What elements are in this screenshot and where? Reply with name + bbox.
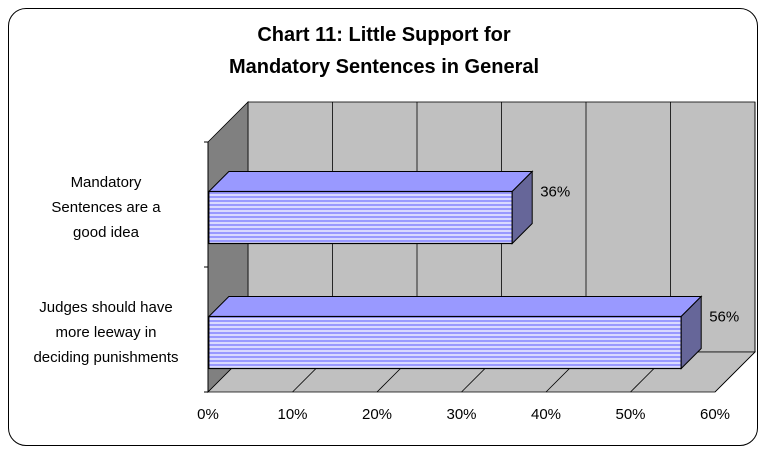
category-label: Mandatory Sentences are a good idea [8, 170, 204, 245]
data-label: 56% [709, 309, 739, 326]
category-label-line: good idea [73, 224, 139, 241]
category-label-line: Judges should have [39, 299, 173, 316]
data-label: 36% [540, 184, 570, 201]
x-tick-label: 10% [277, 406, 307, 423]
bar [208, 315, 682, 370]
chart-title-line-1: Chart 11: Little Support for [257, 24, 511, 46]
category-label-line: more leeway in [55, 324, 157, 341]
x-tick-label: 20% [362, 406, 392, 423]
chart-title-line-2: Mandatory Sentences in General [228, 56, 540, 78]
category-label-line: Mandatory [70, 174, 142, 191]
bar-top [207, 296, 703, 317]
x-tick-label: 50% [615, 406, 645, 423]
bar-end [680, 295, 702, 370]
x-tick-label: 30% [446, 406, 476, 423]
x-tick-label: 60% [700, 406, 730, 423]
bar-end [511, 170, 533, 245]
category-label-line: Sentences are a [51, 199, 161, 216]
category-label-line: deciding punishments [33, 349, 179, 366]
bar [208, 190, 513, 245]
bar-top [207, 171, 534, 192]
floor-gridline [714, 351, 756, 393]
category-label: Judges should have more leeway in deciding… [8, 295, 204, 370]
x-tick-label: 0% [197, 406, 219, 423]
x-tick-label: 40% [531, 406, 561, 423]
